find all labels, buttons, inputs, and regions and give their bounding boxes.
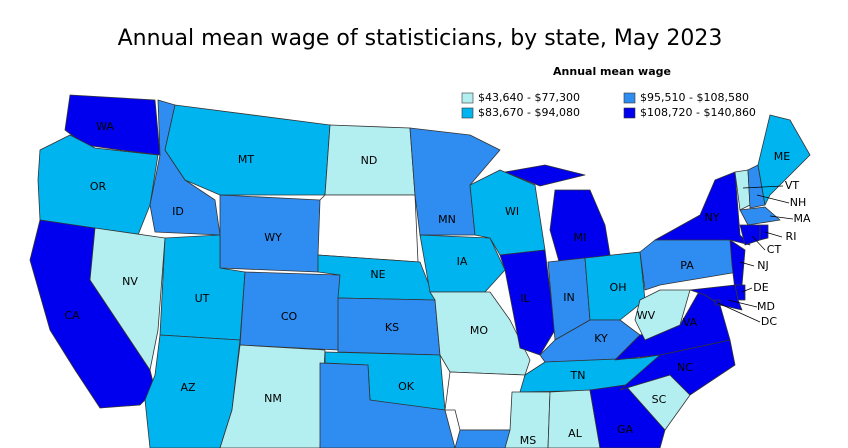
state — [89, 227, 166, 371]
state-label: PA — [680, 259, 694, 272]
state — [504, 391, 551, 448]
state — [759, 224, 769, 241]
state-labels: WA OR CA NV ID MT WY UT CO AZ NM ND NE KS OK MN IA MO WI IL… — [64, 120, 811, 447]
state-label: ND — [361, 154, 378, 167]
leader-line — [739, 261, 755, 267]
state — [547, 389, 601, 448]
state-label: TN — [570, 369, 586, 382]
state — [454, 429, 513, 448]
state-label: NY — [705, 211, 720, 224]
state-label: MS — [520, 434, 536, 447]
state — [654, 171, 751, 246]
leader-line — [742, 185, 784, 189]
state — [757, 114, 811, 206]
state — [64, 94, 161, 156]
state — [689, 284, 743, 311]
legend-label: $108,720 - $140,860 — [640, 106, 756, 119]
state-label: WI — [505, 205, 519, 218]
legend-swatch — [623, 107, 636, 119]
state — [634, 289, 691, 341]
state-label: MD — [757, 300, 775, 313]
state-label: CO — [281, 310, 298, 323]
state-label: NJ — [757, 259, 768, 272]
state-label: CA — [64, 309, 80, 322]
legend-title: Annual mean wage — [553, 65, 671, 78]
state-label: NH — [790, 196, 807, 209]
legend-label: $83,670 - $94,080 — [478, 106, 580, 119]
state-label: AZ — [180, 381, 196, 394]
state-label: NE — [370, 268, 385, 281]
state-label: VT — [785, 179, 800, 192]
state-label: OR — [90, 180, 107, 193]
leader-line — [717, 302, 761, 323]
state-label: OH — [610, 281, 627, 294]
state-label: RI — [786, 230, 797, 243]
state-label: NC — [677, 361, 693, 374]
legend-label: $43,640 - $77,300 — [478, 91, 580, 104]
leader-line — [756, 194, 790, 204]
state-label: MN — [438, 213, 456, 226]
state-label: SC — [652, 393, 667, 406]
state-label: KS — [385, 321, 399, 334]
state — [714, 299, 721, 306]
state — [729, 239, 746, 291]
state-label: MI — [574, 231, 587, 244]
state — [614, 289, 731, 361]
state-label: WA — [96, 120, 114, 133]
leader-line — [741, 287, 753, 293]
state-label: WV — [637, 309, 656, 322]
leader-line — [764, 231, 783, 238]
state — [317, 194, 419, 263]
state — [219, 344, 326, 448]
state-label: ME — [774, 150, 790, 163]
state-label: DE — [753, 281, 768, 294]
state — [584, 251, 646, 321]
state-label: IN — [563, 291, 574, 304]
state-label: MA — [793, 212, 810, 225]
state-label: MO — [470, 324, 488, 337]
state-label: IL — [520, 292, 530, 305]
legend-swatch — [461, 92, 474, 104]
states — [29, 94, 811, 448]
state-label: OK — [398, 380, 415, 393]
state-label: GA — [617, 423, 634, 436]
leader-line — [751, 235, 766, 251]
state-label: WY — [264, 231, 282, 244]
state-label: ID — [172, 205, 184, 218]
legend-swatch — [623, 92, 636, 104]
state — [589, 384, 666, 448]
state — [739, 206, 781, 226]
state-label: NV — [122, 275, 138, 288]
state-label: CT — [767, 243, 782, 256]
state-label: VA — [683, 316, 698, 329]
legend-label: $95,510 - $108,580 — [640, 91, 749, 104]
state — [419, 234, 506, 293]
leader-line — [769, 215, 794, 220]
state — [144, 334, 241, 448]
leader-line — [727, 299, 758, 308]
state-label: MT — [238, 153, 254, 166]
state-label: NM — [264, 392, 282, 405]
state-label: UT — [195, 292, 210, 305]
state-label: DC — [761, 315, 777, 328]
state — [504, 164, 586, 187]
map-title: Annual mean wage of statisticians, by st… — [118, 26, 723, 51]
state-label: IA — [457, 255, 468, 268]
state-label: KY — [594, 332, 608, 345]
state-label: AL — [568, 427, 583, 440]
state — [164, 104, 331, 196]
legend-swatch — [461, 107, 474, 119]
legend: $43,640 - $77,300 $83,670 - $94,080 $95,51… — [461, 91, 756, 119]
state — [549, 189, 611, 266]
